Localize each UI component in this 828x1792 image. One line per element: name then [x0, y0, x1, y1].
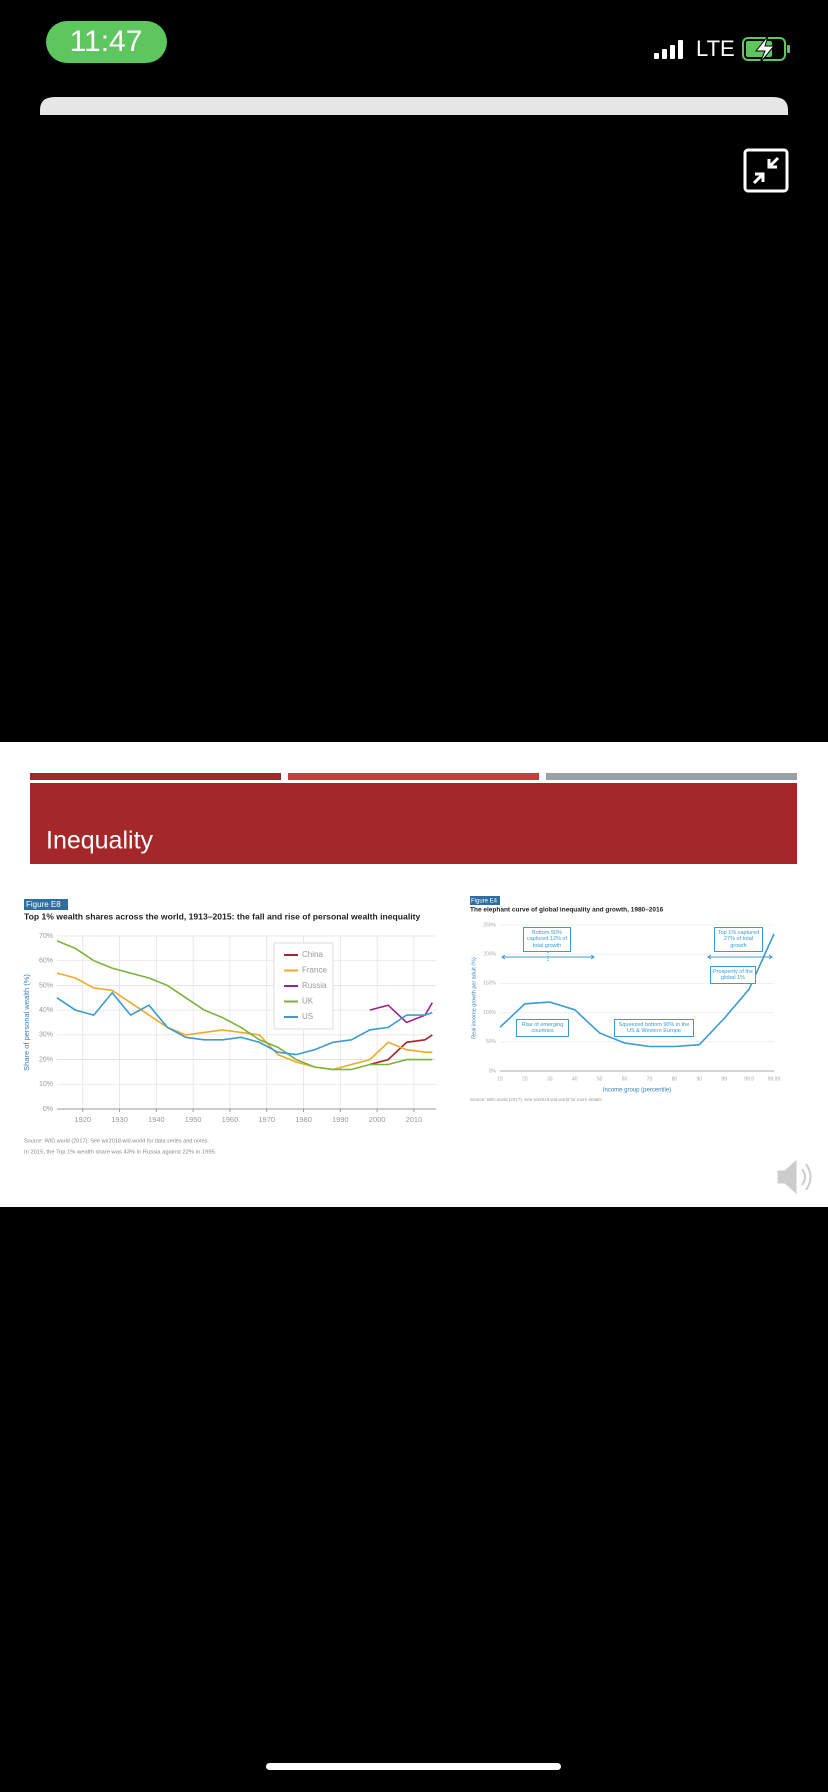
legend-label: China	[302, 950, 323, 959]
note: In 2015, the Top 1% wealth share was 43%…	[24, 1150, 217, 1156]
accent-bar	[546, 773, 797, 780]
y-tick-label: 50%	[486, 1039, 497, 1045]
x-tick-label: 60	[622, 1076, 628, 1082]
x-tick-label: 99	[721, 1076, 727, 1082]
y-tick-label: 250%	[483, 922, 496, 928]
x-tick-label: 2010	[406, 1115, 423, 1124]
y-tick-label: 200%	[483, 952, 496, 958]
annotation: Bottom 50% captured 12% of total growth	[523, 927, 571, 952]
y-axis-label: Share of personal wealth (%)	[22, 974, 31, 1071]
x-tick-label: 70	[647, 1076, 653, 1082]
x-tick-label: 1980	[295, 1115, 312, 1124]
title-bar	[30, 783, 797, 864]
x-tick-label: 90	[696, 1076, 702, 1082]
legend-box	[273, 942, 334, 1030]
y-tick-label: 150%	[483, 981, 496, 987]
series-line	[56, 991, 433, 1056]
figure-tag	[470, 896, 500, 905]
x-tick-label: 1970	[258, 1115, 275, 1124]
accent-bar	[30, 773, 281, 780]
collapse-button[interactable]	[743, 148, 789, 193]
battery-icon	[742, 35, 790, 64]
x-tick-label: 99.99	[768, 1076, 781, 1082]
figure-title: The elephant curve of global inequality …	[470, 907, 664, 914]
time: 11:47	[70, 25, 143, 58]
y-tick-label: 60%	[39, 958, 53, 965]
y-tick-label: 10%	[39, 1081, 53, 1088]
source: Source: WID.world (2017). See wir2018.wi…	[24, 1138, 209, 1144]
y-axis-label: Real income growth per adult (%)	[471, 957, 477, 1039]
network: LTE	[696, 36, 735, 61]
x-tick-label: 1960	[222, 1115, 239, 1124]
legend-label: US	[302, 1012, 313, 1021]
annotation: Rise of emerging countries	[516, 1019, 569, 1037]
x-tick-label: 20	[522, 1076, 528, 1082]
y-tick-label: 70%	[39, 933, 53, 940]
speaker-icon[interactable]	[777, 1159, 812, 1195]
series-line	[369, 1002, 433, 1024]
range-arrows	[501, 952, 773, 962]
slide-title: Inequality	[46, 827, 154, 855]
legend-label: Russia	[302, 981, 327, 990]
y-tick-label: 40%	[39, 1007, 53, 1014]
figure-label: Figure E8	[26, 900, 61, 909]
x-tick-label: 80	[672, 1076, 678, 1082]
x-tick-label: 1950	[185, 1115, 202, 1124]
annotation: Squeezed bottom 90% in the US & Western …	[614, 1019, 694, 1037]
series-line	[369, 1034, 433, 1066]
x-tick-label: 30	[547, 1076, 553, 1082]
y-tick-label: 0%	[489, 1068, 497, 1074]
x-tick-label: 2000	[369, 1115, 386, 1124]
x-tick-label: 10	[497, 1076, 503, 1082]
x-tick-label: 1930	[111, 1115, 128, 1124]
x-axis-label: Income group (percentile)	[603, 1088, 671, 1094]
series-line	[499, 933, 775, 1048]
accent-bar	[288, 773, 539, 780]
y-tick-label: 100%	[483, 1010, 496, 1016]
sheet-handle	[40, 97, 788, 115]
figure-tag	[24, 899, 68, 910]
y-tick-label: 0%	[43, 1106, 53, 1113]
x-tick-label: 1940	[148, 1115, 165, 1124]
time-pill[interactable]	[46, 21, 167, 63]
source: Source: WID.world (2017). See wir2018.wi…	[470, 1097, 603, 1102]
x-tick-label: 50	[597, 1076, 603, 1082]
annotation: Top 1% captured 27% of total growth	[714, 927, 763, 952]
x-tick-label: 99.9	[744, 1076, 754, 1082]
x-tick-label: 40	[572, 1076, 578, 1082]
x-tick-label: 1990	[332, 1115, 349, 1124]
series-line	[56, 940, 433, 1071]
legend-label: France	[302, 966, 327, 975]
home-indicator[interactable]	[266, 1763, 561, 1770]
figure-label: Figure E4	[471, 899, 498, 905]
x-tick-label: 1920	[74, 1115, 91, 1124]
signal-icon	[654, 40, 683, 59]
annotation: Prosperity of the global 1%	[710, 966, 756, 984]
y-tick-label: 20%	[39, 1056, 53, 1063]
legend-label: UK	[302, 997, 314, 1006]
figure-title: Top 1% wealth shares across the world, 1…	[24, 911, 420, 921]
y-tick-label: 30%	[39, 1032, 53, 1039]
y-tick-label: 50%	[39, 982, 53, 989]
